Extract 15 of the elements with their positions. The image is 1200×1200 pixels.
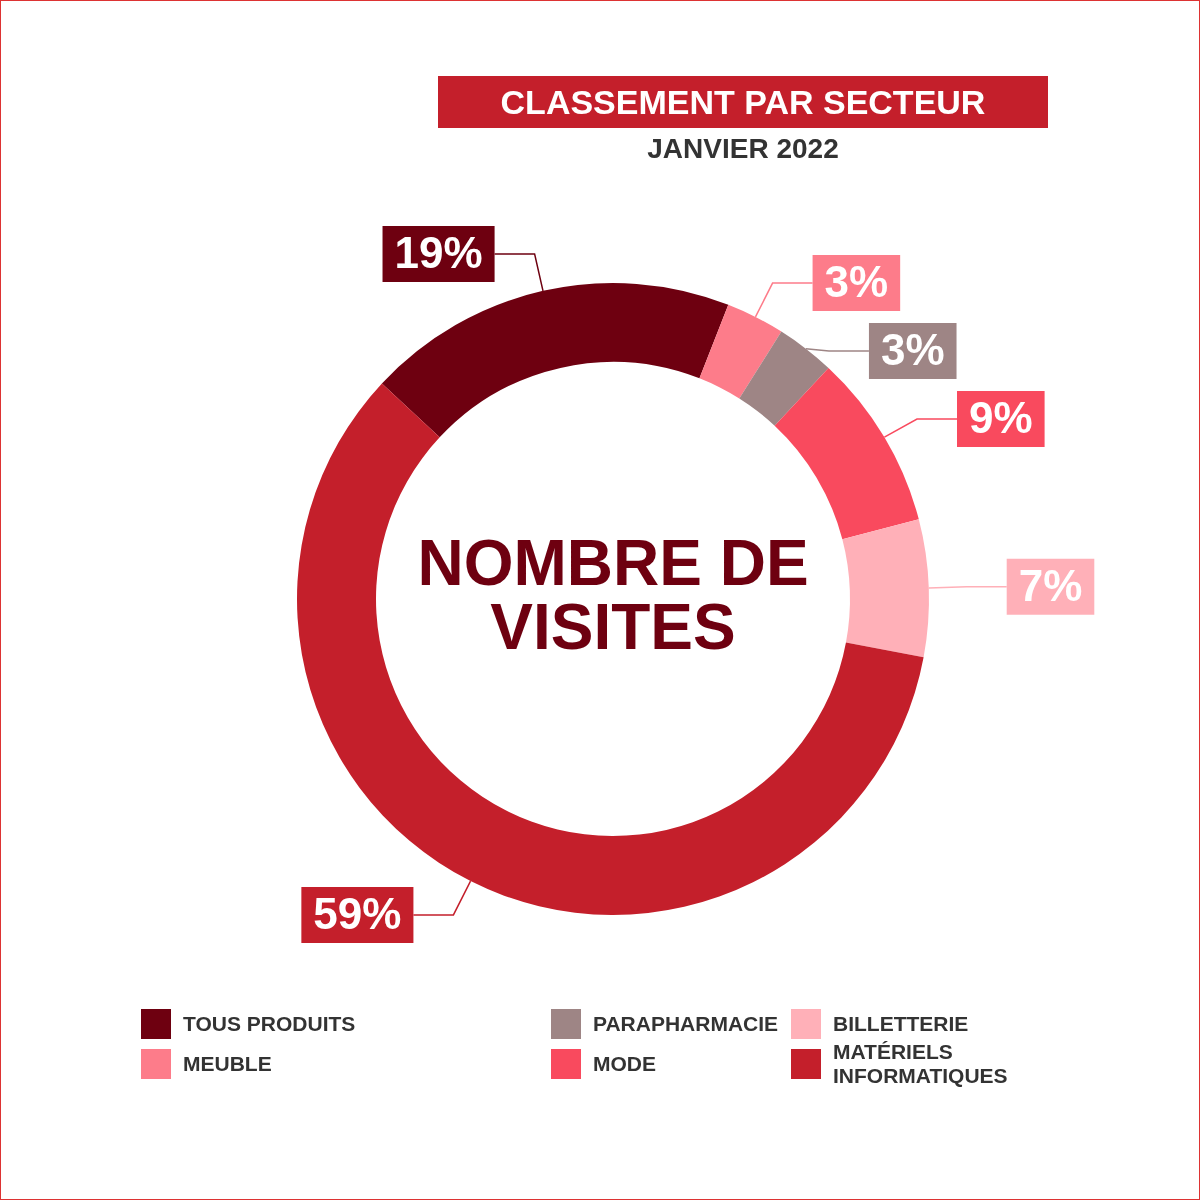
data-label: 3% xyxy=(880,325,945,375)
legend-label: PARAPHARMACIE xyxy=(593,1012,779,1036)
data-label: 19% xyxy=(394,228,483,278)
text: NOMBRE DE VISITES xyxy=(416,527,810,663)
data-label: 3% xyxy=(824,257,889,307)
legend-label: BILLETTERIE xyxy=(833,1012,969,1036)
chart-title: CLASSEMENT PAR SECTEUR xyxy=(438,76,1048,128)
data-label: 9% xyxy=(969,393,1033,443)
data-label: 59% xyxy=(313,889,402,939)
data-label: 7% xyxy=(1018,560,1083,610)
legend-label: TOUS PRODUITS xyxy=(183,1012,356,1036)
chart-subtitle: JANVIER 2022 xyxy=(646,133,840,165)
legend-label: MODE xyxy=(593,1052,656,1076)
legend-label: MATÉRIELS INFORMATIQUES xyxy=(833,1040,1009,1088)
legend-label: MEUBLE xyxy=(183,1052,272,1076)
